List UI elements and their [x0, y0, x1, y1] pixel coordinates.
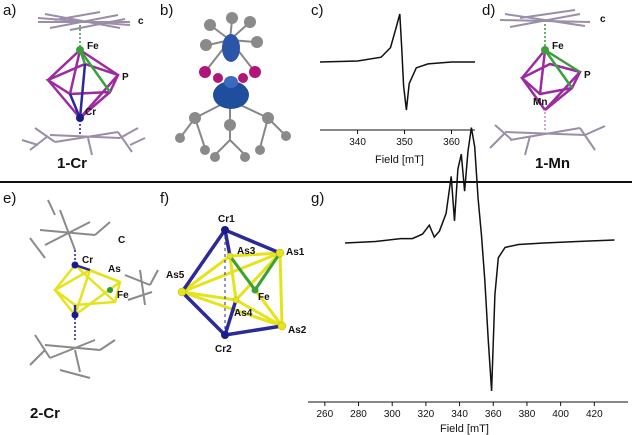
lower-ligand-e — [29, 334, 116, 379]
p-atoms — [199, 66, 261, 83]
p-cage-d — [519, 49, 582, 111]
x-tick-label-g-360: 360 — [485, 409, 502, 420]
x-axis-title-g: Field [mT] — [440, 423, 489, 435]
as-cage-e — [52, 263, 122, 317]
panel-label-c: c) — [311, 2, 324, 19]
panel-label-a: a) — [3, 2, 17, 19]
top-ring-d — [499, 9, 591, 28]
x-tick-label-g-260: 260 — [316, 409, 333, 420]
compound-label-1-cr: 1-Cr — [57, 155, 88, 172]
as-atoms-f — [177, 248, 287, 331]
atom-label-as-e: As — [108, 264, 121, 275]
panel-label-e: e) — [3, 190, 17, 207]
atom-label-cr2: Cr2 — [215, 344, 232, 355]
x-tick-label-c-360: 360 — [443, 137, 460, 148]
cr-bonds-f — [180, 228, 283, 337]
x-tick-label-c-340: 340 — [349, 137, 366, 148]
epr-spectrum-c: 340 350 360 Field [mT] — [319, 13, 475, 166]
atom-label-c-d: c — [600, 14, 606, 25]
atom-label-p-d: P — [584, 70, 591, 81]
atom-label-mn: Mn — [533, 97, 547, 108]
series-line-c — [319, 13, 475, 111]
upper-ligand-e — [29, 199, 111, 259]
x-tick-label-g-400: 400 — [552, 409, 569, 420]
atom-label-as3: As3 — [237, 246, 256, 257]
top-ring — [37, 11, 131, 31]
carbon-atoms — [175, 12, 291, 162]
x-tick-label-g-320: 320 — [418, 409, 435, 420]
p-cage — [45, 48, 120, 119]
atom-label-as4: As4 — [234, 308, 253, 319]
spin-lobe-bottom — [213, 81, 249, 109]
structure-1-mn: Fe P Mn c — [489, 9, 606, 156]
panel-label-d: d) — [482, 2, 496, 19]
atom-label-as5: As5 — [166, 270, 185, 281]
atom-label-as1: As1 — [286, 247, 305, 258]
x-tick-label-g-340: 340 — [451, 409, 468, 420]
fe-ligand-e — [124, 269, 159, 306]
atom-label-p: P — [122, 72, 129, 83]
atom-label-c-e: C — [118, 235, 125, 246]
x-tick-label-g-300: 300 — [384, 409, 401, 420]
compound-label-2-cr: 2-Cr — [30, 405, 61, 422]
panel-label-f: f) — [160, 190, 170, 207]
x-tick-label-g-280: 280 — [350, 409, 367, 420]
panel-label-g: g) — [311, 190, 325, 207]
x-axis-title-c: Field [mT] — [375, 154, 424, 166]
structure-1-cr: Fe P Cr c — [21, 11, 146, 156]
row-divider — [0, 181, 632, 183]
series-line-g — [345, 127, 615, 392]
cr-bonds — [68, 63, 87, 119]
atom-label-cr1: Cr1 — [218, 214, 235, 225]
atom-label-fe-d: Fe — [552, 41, 564, 52]
atom-label-c: c — [138, 16, 144, 27]
panel-label-b: b) — [160, 2, 174, 19]
atom-label-fe: Fe — [87, 41, 99, 52]
x-tick-label-g-380: 380 — [519, 409, 536, 420]
core-cluster-f: Cr1 Cr2 As1 As2 As3 As4 As5 Fe — [166, 214, 307, 355]
atom-label-as2: As2 — [288, 325, 307, 336]
atom-label-fe-f: Fe — [258, 292, 270, 303]
x-tick-label-g-420: 420 — [586, 409, 603, 420]
structure-2-cr: Cr As Fe C — [29, 199, 159, 379]
compound-label-1-mn: 1-Mn — [535, 155, 570, 172]
epr-spectrum-g: 260 280 300 320 340 360 380 400 420 Field [mT] — [308, 127, 628, 435]
spin-density-model — [175, 12, 291, 162]
atom-label-cr-e: Cr — [82, 255, 93, 266]
bottom-ligand — [21, 127, 146, 156]
x-tick-label-c-350: 350 — [396, 137, 413, 148]
bottom-ligand-d — [489, 124, 606, 156]
atom-label-fe-e: Fe — [117, 290, 129, 301]
atom-label-cr: Cr — [85, 107, 96, 118]
spin-lobe-top — [222, 34, 240, 62]
